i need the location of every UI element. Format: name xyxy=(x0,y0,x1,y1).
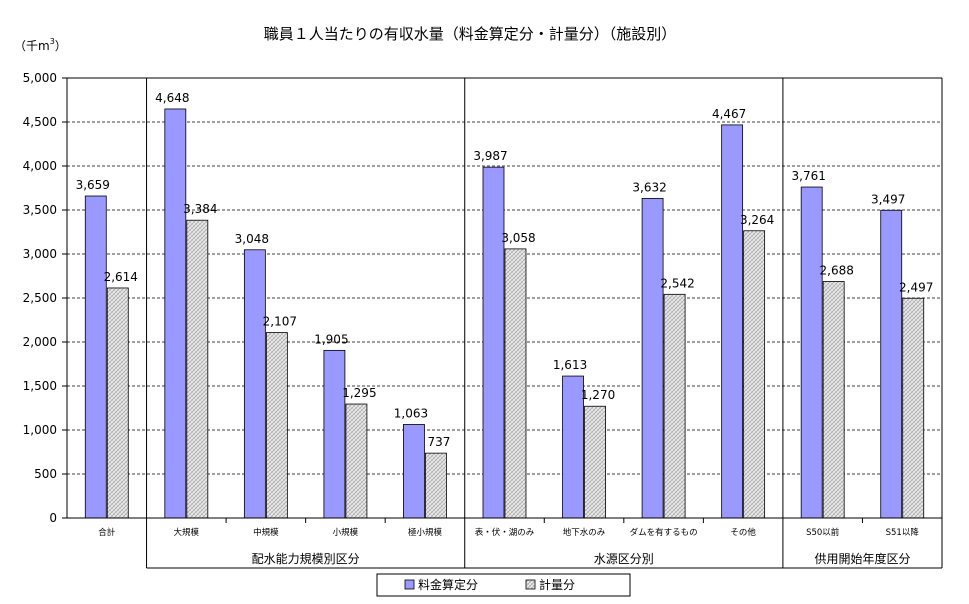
data-label-series-1: 2,688 xyxy=(820,263,854,277)
bar-series-0 xyxy=(323,349,346,519)
category-label: 中規模 xyxy=(253,527,279,538)
axes xyxy=(66,77,943,569)
legend: 料金算定分 計量分 xyxy=(376,573,631,597)
data-label-series-1: 2,542 xyxy=(660,276,694,290)
bar-series-1 xyxy=(106,287,129,519)
group-label: 水源区分別 xyxy=(594,552,654,566)
legend-swatch-series-1 xyxy=(525,579,536,590)
bar-series-1 xyxy=(743,230,766,519)
bar-series-0 xyxy=(482,166,505,519)
y-tick-label: 1,500 xyxy=(23,379,57,393)
data-label-series-0: 3,048 xyxy=(235,232,269,246)
bar-series-1 xyxy=(345,403,368,519)
y-tick-label: 2,500 xyxy=(23,291,57,305)
data-label-series-0: 3,987 xyxy=(473,149,507,163)
group-labels: 配水能力規模別区分 水源区分別 供用開始年度区分 xyxy=(252,551,911,566)
bar-series-0 xyxy=(880,209,903,519)
group-label: 供用開始年度区分 xyxy=(814,551,910,566)
legend-box xyxy=(376,573,631,597)
y-axis-unit: （千m3） xyxy=(14,37,67,53)
category-label: その他 xyxy=(730,527,756,538)
bar-series-0 xyxy=(84,195,107,519)
category-label: 表・伏・湖のみ xyxy=(475,527,535,538)
bar-series-1 xyxy=(425,452,447,519)
data-label-series-0: 1,905 xyxy=(314,332,348,346)
bar-series-0 xyxy=(800,186,823,519)
bar-series-1 xyxy=(186,219,209,519)
y-tick-label: 4,500 xyxy=(23,115,57,129)
bar-series-0 xyxy=(403,424,425,519)
category-label: 地下水のみ xyxy=(563,527,606,538)
y-tick-label: 500 xyxy=(34,467,57,481)
data-label-series-1: 3,384 xyxy=(183,202,217,216)
category-label: 大規模 xyxy=(174,527,200,538)
bar-series-1 xyxy=(584,405,606,519)
bar-series-1 xyxy=(504,248,527,519)
category-label: S50以前 xyxy=(806,527,840,538)
y-tick-label: 3,500 xyxy=(23,203,57,217)
category-labels: 合計 大規模 中規模 小規模 極小規模 表・伏・湖のみ 地下水のみ ダムを有するもの その他 S5… xyxy=(98,527,919,538)
bar-series-1 xyxy=(663,293,686,519)
category-label: 極小規模 xyxy=(408,527,443,538)
data-label-series-0: 3,659 xyxy=(76,178,110,192)
category-label: S51以降 xyxy=(886,527,920,538)
data-label-series-0: 1,063 xyxy=(394,406,428,420)
data-label-series-0: 1,613 xyxy=(553,358,587,372)
bar-series-0 xyxy=(641,197,664,519)
data-label-series-1: 3,264 xyxy=(740,213,774,227)
bar-series-1 xyxy=(265,332,288,519)
data-label-series-0: 4,648 xyxy=(155,91,189,105)
y-tick-label: 1,000 xyxy=(23,423,57,437)
legend-label-series-0: 料金算定分 xyxy=(418,577,478,592)
legend-label-series-1: 計量分 xyxy=(539,577,575,592)
bar-series-0 xyxy=(721,124,744,519)
legend-swatch-series-0 xyxy=(404,579,415,590)
data-label-series-0: 3,632 xyxy=(632,180,666,194)
data-label-series-1: 1,295 xyxy=(342,386,376,400)
data-label-series-1: 3,058 xyxy=(501,231,535,245)
y-tick-label: 0 xyxy=(49,511,57,525)
y-tick-label: 5,000 xyxy=(23,71,57,85)
data-label-series-1: 1,270 xyxy=(581,388,615,402)
data-label-series-0: 3,761 xyxy=(792,169,826,183)
data-label-series-1: 737 xyxy=(428,435,451,449)
y-tick-label: 2,000 xyxy=(23,335,57,349)
y-axis-ticks: 0 500 1,000 1,500 2,000 2,500 3,000 3,500 4,000 4… xyxy=(23,71,67,525)
bar-series-1 xyxy=(822,281,845,519)
data-label-series-0: 3,497 xyxy=(871,192,905,206)
chart-title: 職員１人当たりの有収水量（料金算定分・計量分）（施設別） xyxy=(264,25,677,43)
y-tick-label: 4,000 xyxy=(23,159,57,173)
bar-series-1 xyxy=(902,297,925,519)
data-labels: 3,659 2,614 4,648 3,384 3,048 2,107 1,905 1,295… xyxy=(76,91,934,449)
data-label-series-1: 2,107 xyxy=(263,315,297,329)
category-label: ダムを有するもの xyxy=(630,527,698,538)
category-label: 合計 xyxy=(98,527,116,538)
bars xyxy=(84,108,925,519)
bar-series-0 xyxy=(243,249,266,519)
group-label: 配水能力規模別区分 xyxy=(252,551,360,566)
data-label-series-1: 2,497 xyxy=(899,280,933,294)
category-label: 小規模 xyxy=(333,527,359,538)
data-label-series-0: 4,467 xyxy=(712,107,746,121)
bar-series-0 xyxy=(164,108,187,519)
data-label-series-1: 2,614 xyxy=(104,270,138,284)
y-tick-label: 3,000 xyxy=(23,247,57,261)
